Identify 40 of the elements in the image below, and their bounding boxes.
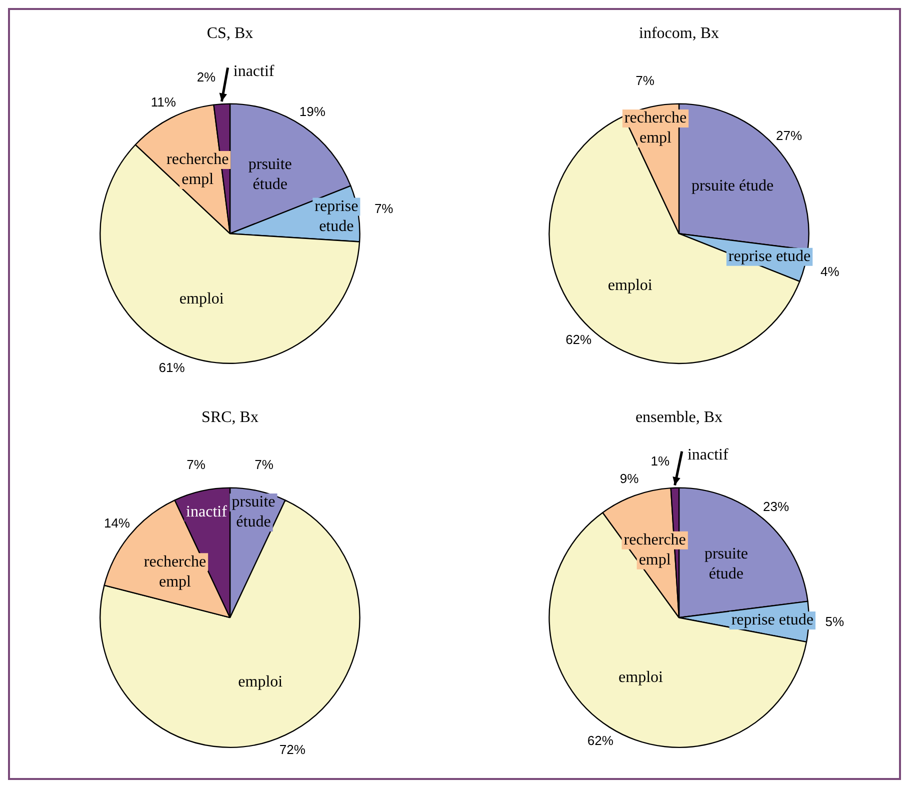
data-label: 11% [150, 94, 176, 110]
data-label: 7% [186, 457, 206, 472]
data-label: 72% [279, 742, 306, 757]
data-label: 7% [254, 457, 274, 472]
slice-label: emploi [608, 276, 653, 294]
data-label: 62% [587, 733, 614, 748]
slice-label: reprise etude [731, 612, 814, 629]
chart-title: SRC, Bx [202, 408, 258, 426]
data-label: 4% [820, 264, 840, 279]
slice-label: emploi [179, 290, 224, 308]
slice-label: inactif [687, 446, 730, 464]
data-label: 2% [196, 70, 216, 85]
slice-label: recherche empl [144, 553, 206, 590]
slice-label: recherche empl [624, 110, 687, 147]
slice-label: prsuite étude [232, 494, 276, 531]
slice-label: prsuite étude [691, 178, 774, 195]
data-label: 9% [620, 471, 640, 486]
data-label: 27% [776, 128, 802, 144]
data-label: 62% [566, 332, 592, 348]
slice-label: reprise etude [728, 248, 811, 266]
slice-label: reprise etude [314, 198, 358, 235]
chart-title: ensemble, Bx [635, 408, 723, 426]
slice-label: prsuite étude [704, 545, 748, 582]
data-label: 7% [636, 73, 655, 88]
data-label: 61% [158, 360, 186, 375]
slice-label: recherche empl [624, 532, 686, 569]
data-label: 1% [650, 453, 670, 468]
data-label: 23% [762, 499, 790, 514]
data-label: 19% [299, 104, 326, 119]
data-label: 5% [825, 614, 845, 630]
slice-label: prsuite étude [248, 156, 292, 193]
slice-label: recherche empl [166, 151, 229, 188]
data-label: 7% [374, 200, 394, 216]
slice-label: emploi [618, 669, 664, 686]
data-label: 14% [104, 516, 130, 531]
chart-title: CS, Bx [206, 24, 254, 42]
chart-title: infocom, Bx [639, 24, 719, 42]
slice-label: inactif [186, 504, 228, 521]
slice-label: inactif [233, 62, 275, 80]
slice-label: emploi [238, 673, 284, 690]
